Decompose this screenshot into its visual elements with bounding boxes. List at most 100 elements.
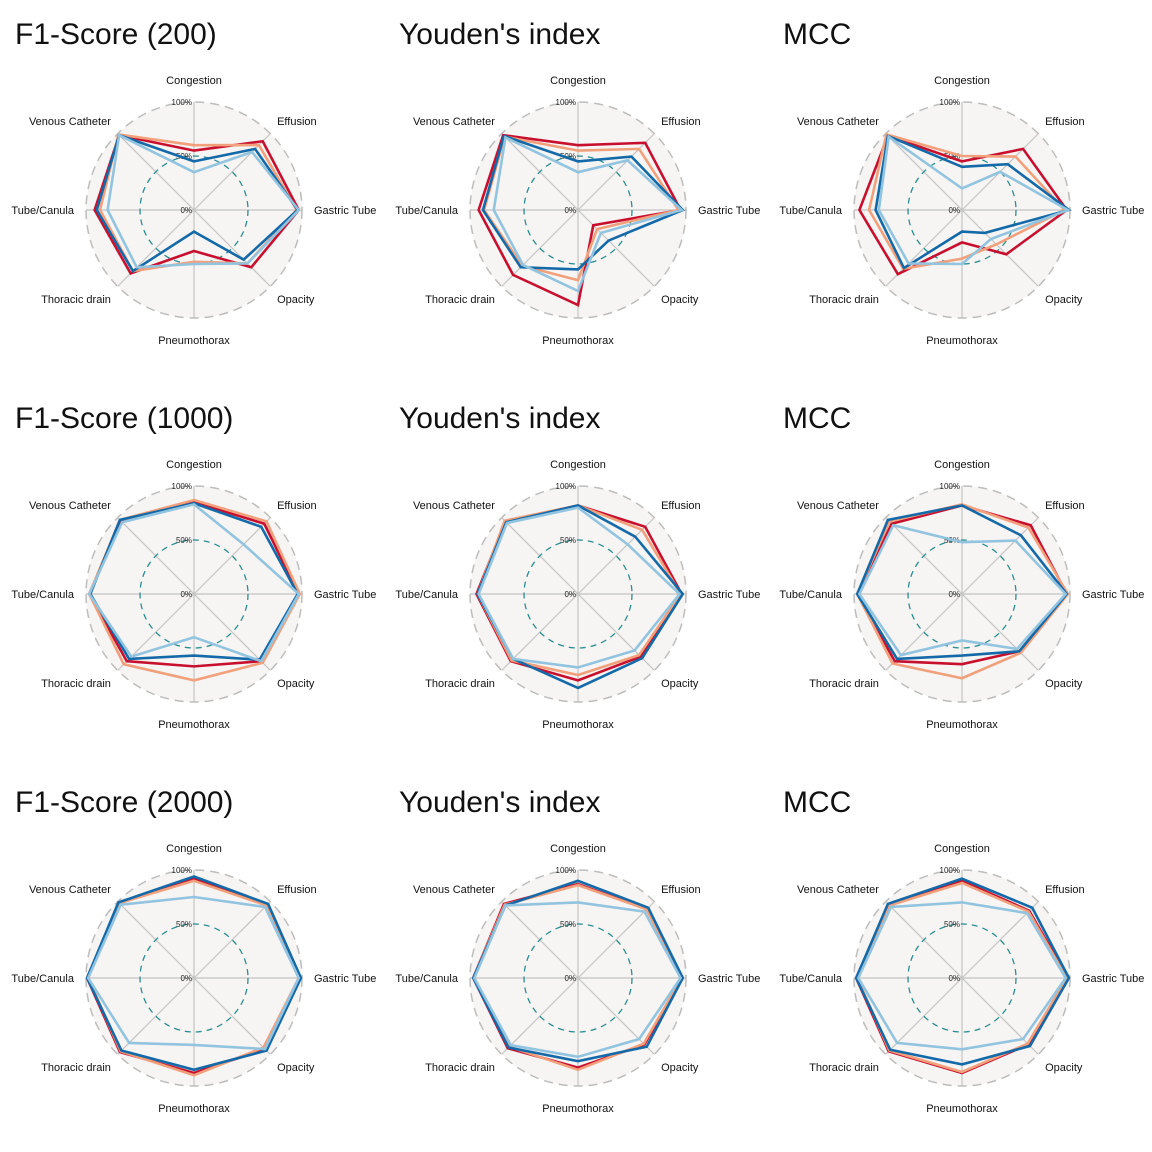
- category-label: Opacity: [277, 294, 315, 306]
- axis-spoke: [501, 209, 579, 287]
- category-label: Tube/Canula: [779, 205, 842, 217]
- category-label: Pneumothorax: [158, 1103, 230, 1115]
- ring-50: [139, 539, 249, 649]
- category-label: Congestion: [934, 75, 990, 87]
- category-label: Pneumothorax: [926, 719, 998, 731]
- series-line: [86, 895, 301, 1051]
- category-label: Venous Catheter: [413, 500, 495, 512]
- tick-label: 100%: [940, 482, 960, 491]
- tick-label: 0%: [564, 974, 576, 983]
- tick-label: 50%: [560, 152, 576, 161]
- category-label: Gastric Tube: [1082, 205, 1144, 217]
- tick-label: 0%: [564, 590, 576, 599]
- tick-label: 50%: [176, 152, 192, 161]
- series-line: [857, 523, 1068, 657]
- category-label: Venous Catheter: [29, 500, 111, 512]
- radar-panel: F1-Score (1000) 100% 50% 0% Congestion Effusi…: [0, 384, 384, 768]
- category-label: Pneumothorax: [158, 719, 230, 731]
- category-label: Thoracic drain: [41, 1062, 111, 1074]
- tick-label: 100%: [172, 98, 192, 107]
- ring-50: [907, 923, 1017, 1033]
- axis-spoke: [961, 977, 1039, 1055]
- tick-label: 0%: [564, 206, 576, 215]
- category-label: Venous Catheter: [797, 116, 879, 128]
- category-label: Venous Catheter: [797, 500, 879, 512]
- axis-spoke: [577, 133, 655, 211]
- category-label: Effusion: [661, 884, 701, 896]
- series-line: [85, 875, 303, 1072]
- ring-100: [469, 869, 687, 1087]
- category-label: Gastric Tube: [698, 205, 760, 217]
- series-line: [95, 133, 300, 273]
- category-label: Tube/Canula: [779, 589, 842, 601]
- series-line: [492, 135, 685, 293]
- axis-spoke: [961, 901, 1039, 979]
- ring-50: [139, 155, 249, 265]
- category-label: Gastric Tube: [698, 973, 760, 985]
- category-label: Tube/Canula: [395, 589, 458, 601]
- category-label: Pneumothorax: [542, 335, 614, 347]
- series-line: [476, 504, 683, 677]
- axis-spoke: [193, 593, 271, 671]
- axis-spoke: [961, 593, 1039, 671]
- chart-title: Youden's index: [399, 18, 601, 51]
- category-label: Tube/Canula: [11, 589, 74, 601]
- category-label: Gastric Tube: [314, 589, 376, 601]
- tick-label: 0%: [948, 974, 960, 983]
- chart-title: MCC: [783, 786, 852, 819]
- category-label: Effusion: [661, 500, 701, 512]
- ring-50: [139, 923, 249, 1033]
- tick-label: 100%: [556, 866, 576, 875]
- category-label: Venous Catheter: [29, 116, 111, 128]
- tick-label: 0%: [180, 590, 192, 599]
- tick-label: 100%: [940, 866, 960, 875]
- category-label: Thoracic drain: [425, 1062, 495, 1074]
- ring-50: [523, 539, 633, 649]
- axis-spoke: [885, 977, 963, 1055]
- axis-spoke: [501, 593, 579, 671]
- category-label: Tube/Canula: [395, 973, 458, 985]
- radar-panel: Youden's index 100% 50% 0% Congestion Effusio…: [384, 384, 768, 768]
- category-label: Effusion: [277, 500, 317, 512]
- radar-panel: Youden's index 100% 50% 0% Congestion Effusio…: [384, 0, 768, 384]
- ring-100: [853, 485, 1071, 703]
- category-label: Opacity: [661, 294, 699, 306]
- chart-title: Youden's index: [399, 786, 601, 819]
- tick-label: 50%: [944, 920, 960, 929]
- radar-panel: Youden's index 100% 50% 0% Congestion Effusio…: [384, 768, 768, 1152]
- chart-title: MCC: [783, 18, 852, 51]
- category-label: Effusion: [661, 116, 701, 128]
- axis-spoke: [193, 517, 271, 595]
- category-label: Pneumothorax: [926, 1103, 998, 1115]
- series-line: [874, 134, 1072, 270]
- tick-label: 0%: [948, 590, 960, 599]
- series-line: [855, 504, 1069, 666]
- chart-title: F1-Score (200): [15, 18, 217, 51]
- category-label: Venous Catheter: [29, 884, 111, 896]
- category-label: Thoracic drain: [809, 294, 879, 306]
- category-label: Venous Catheter: [413, 884, 495, 896]
- category-label: Congestion: [550, 75, 606, 87]
- tick-label: 0%: [948, 206, 960, 215]
- axis-spoke: [117, 977, 195, 1055]
- category-label: Gastric Tube: [1082, 973, 1144, 985]
- radar-panel: F1-Score (200) 100% 50% 0% Congestion Effusio…: [0, 0, 384, 384]
- category-label: Tube/Canula: [11, 973, 74, 985]
- category-label: Pneumothorax: [542, 719, 614, 731]
- series-line: [87, 502, 301, 663]
- category-label: Opacity: [661, 1062, 699, 1074]
- series-line: [854, 877, 1071, 1066]
- axis-spoke: [961, 517, 1039, 595]
- tick-label: 100%: [172, 866, 192, 875]
- category-label: Congestion: [166, 459, 222, 471]
- series-line: [855, 503, 1070, 680]
- axis-spoke: [577, 977, 655, 1055]
- tick-label: 50%: [176, 920, 192, 929]
- category-label: Opacity: [1045, 678, 1083, 690]
- tick-label: 50%: [560, 536, 576, 545]
- ring-50: [907, 539, 1017, 649]
